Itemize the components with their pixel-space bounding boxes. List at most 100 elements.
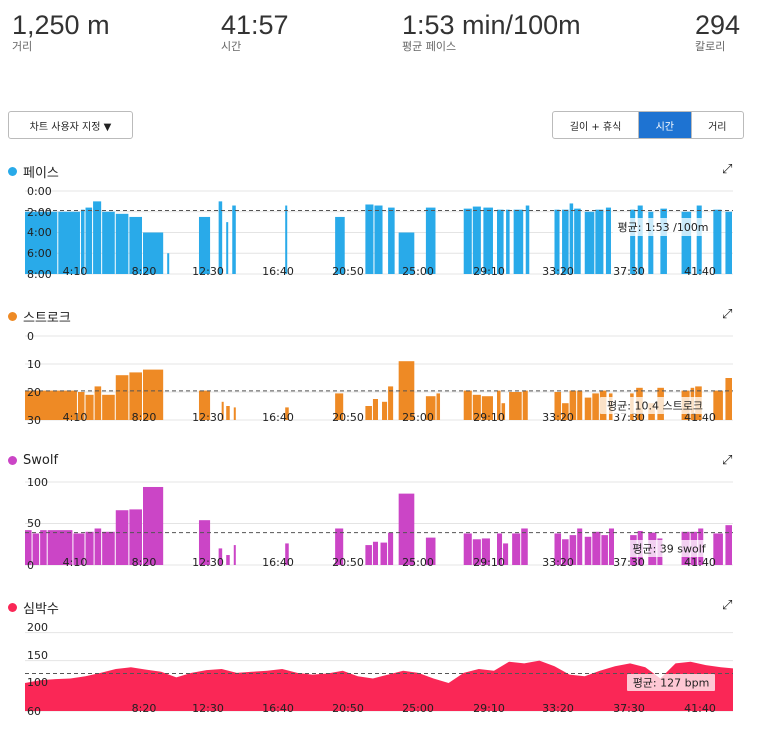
heart-rate-y-tick-label: 200 [27, 621, 48, 634]
stat-pace: 1:53 min/100m 평균 페이스 [402, 10, 581, 53]
swolf-bar [380, 542, 388, 565]
swolf-title-text: Swolf [23, 453, 59, 468]
pace-bar [143, 232, 164, 274]
pace-bar [102, 211, 115, 274]
stroke-bar [85, 394, 94, 420]
swolf-bar [512, 533, 521, 565]
stroke-bar [233, 407, 236, 420]
stroke-bar [335, 393, 344, 420]
pace-bar [58, 211, 80, 274]
swolf-bar [592, 531, 601, 565]
pace-bar [506, 209, 510, 274]
swolf-y-tick-label: 100 [27, 476, 48, 489]
pace-x-tick-label: 33:20 [542, 265, 574, 278]
heart-rate-x-tick-label: 16:40 [262, 702, 294, 715]
pace-bar [398, 232, 415, 274]
segment-time[interactable]: 시간 [639, 112, 691, 138]
expand-icon[interactable]: ⤢ [722, 307, 733, 322]
pace-y-tick-label: 8:00 [27, 268, 52, 281]
stroke-bar [388, 386, 394, 420]
swolf-bar [503, 543, 509, 565]
swolf-bar [198, 520, 211, 565]
heart-rate-average-label: 평균: 127 bpm [633, 677, 710, 690]
pace-bar [198, 216, 211, 274]
stroke-x-tick-label: 33:20 [542, 411, 574, 424]
swolf-bar [335, 528, 344, 565]
stroke-y-tick-label: 30 [27, 414, 41, 427]
expand-icon[interactable]: ⤢ [722, 453, 733, 468]
pace-y-tick-label: 0:00 [27, 185, 52, 198]
stroke-bar [115, 375, 129, 420]
stroke-bar [577, 390, 583, 420]
stroke-bar [436, 393, 441, 420]
pace-bar [425, 207, 436, 274]
pace-y-tick-label: 4:00 [27, 226, 52, 239]
stroke-bar [481, 396, 493, 420]
stroke-x-tick-label: 37:30 [613, 411, 645, 424]
heart-rate-x-tick-label: 37:30 [613, 702, 645, 715]
swolf-bar [425, 537, 436, 565]
expand-icon[interactable]: ⤢ [722, 162, 733, 177]
custom-chart-button[interactable]: 차트 사용자 지정 ▼ [8, 111, 133, 139]
stroke-chart-title: 스트로크 [8, 307, 71, 326]
swolf-bar [365, 545, 372, 565]
stroke-bar [472, 394, 481, 420]
segment-length-rest[interactable]: 길이 + 휴식 [553, 112, 640, 138]
swolf-x-tick-label: 20:50 [332, 556, 364, 569]
swolf-bar [226, 555, 230, 565]
stroke-x-tick-label: 16:40 [262, 411, 294, 424]
stroke-bar [94, 386, 102, 420]
swolf-bar [129, 509, 142, 565]
stroke-bar [221, 401, 224, 420]
pace-bar [660, 208, 667, 274]
stroke-bar [497, 390, 501, 420]
stroke-bar [584, 397, 592, 420]
pace-bar [232, 205, 236, 274]
x-axis-mode-toggle: 길이 + 휴식 시간 거리 [552, 111, 744, 139]
heart-rate-x-tick-label: 29:10 [473, 702, 505, 715]
pace-bar [630, 209, 636, 274]
swolf-bar [32, 533, 40, 565]
pace-x-tick-label: 8:20 [132, 265, 157, 278]
stat-calories-label: 칼로리 [695, 40, 726, 53]
swolf-bar [521, 528, 528, 565]
swolf-bar [554, 533, 562, 565]
swolf-bar [94, 528, 102, 565]
pace-title-text: 페이스 [23, 166, 59, 181]
swolf-x-tick-label: 16:40 [262, 556, 294, 569]
stat-distance-value: 1,250 m [12, 10, 110, 40]
swolf-color-dot [8, 456, 17, 465]
pace-bar [25, 211, 58, 274]
stroke-average-label-bg [600, 397, 710, 414]
heart-rate-x-tick-label: 12:30 [192, 702, 224, 715]
heart-rate-y-tick-label: 100 [27, 676, 48, 689]
stroke-bar [562, 403, 569, 420]
pace-bar [388, 207, 395, 274]
swolf-bar [47, 530, 73, 565]
stat-distance-label: 거리 [12, 40, 33, 53]
swolf-bar [218, 548, 223, 565]
stroke-x-tick-label: 25:00 [402, 411, 434, 424]
stroke-title-text: 스트로크 [23, 311, 71, 326]
swolf-x-tick-label: 12:30 [192, 556, 224, 569]
stroke-bar [713, 390, 723, 420]
stroke-bar [226, 406, 230, 420]
pace-x-tick-label: 41:40 [684, 265, 716, 278]
swolf-chart-title: Swolf [8, 453, 58, 468]
expand-icon[interactable]: ⤢ [722, 598, 733, 613]
pace-color-dot [8, 167, 17, 176]
stroke-y-tick-label: 0 [27, 330, 34, 343]
stroke-bar [372, 399, 378, 420]
swolf-bar [115, 510, 129, 565]
stroke-bar [77, 392, 85, 420]
pace-bar [584, 211, 595, 274]
swolf-bar [562, 539, 569, 565]
stroke-bar [365, 406, 372, 420]
segment-distance[interactable]: 거리 [690, 112, 743, 138]
swolf-bar [285, 543, 289, 565]
swolf-bar [472, 539, 481, 565]
swolf-y-tick-label: 0 [27, 559, 34, 572]
pace-bar [365, 204, 374, 274]
pace-y-tick-label: 2:00 [27, 206, 52, 219]
